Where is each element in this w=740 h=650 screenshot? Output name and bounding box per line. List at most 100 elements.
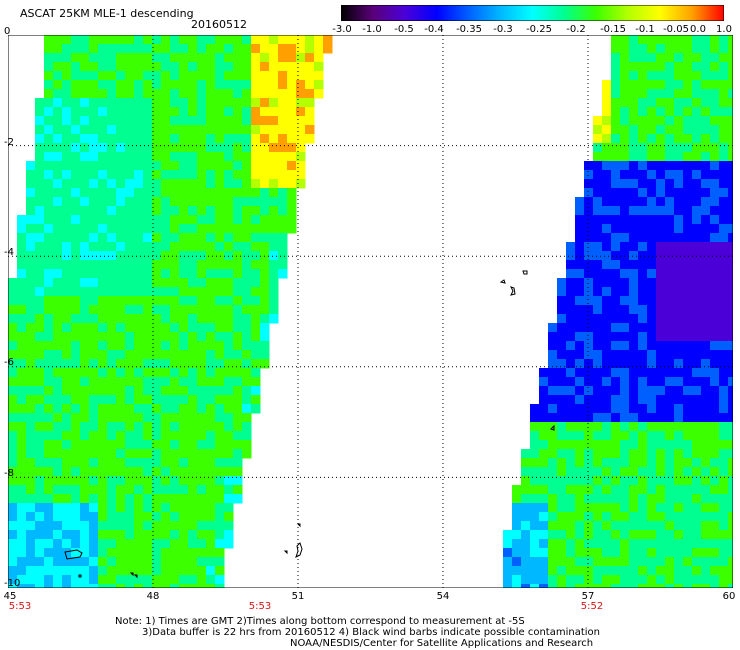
swath-cell [728, 197, 733, 207]
swath-cell [179, 134, 189, 144]
swath-cell [620, 494, 630, 504]
swath-cell [188, 260, 198, 270]
swath-cell [278, 251, 288, 261]
swath-cell [665, 89, 675, 99]
swath-cell [674, 449, 684, 459]
swath-cell [161, 152, 171, 162]
swath-cell [683, 134, 693, 144]
swath-cell [656, 305, 666, 315]
swath-cell [575, 476, 585, 486]
swath-cell [62, 449, 72, 459]
swath-cell [314, 89, 324, 99]
swath-cell [584, 449, 594, 459]
swath-cell [557, 584, 567, 588]
swath-cell [98, 377, 108, 387]
swath-cell [629, 575, 639, 585]
swath-cell [539, 422, 549, 432]
swath-cell [215, 494, 225, 504]
swath-cell [674, 467, 684, 477]
swath-cell [80, 323, 90, 333]
swath-cell [305, 35, 315, 45]
swath-cell [224, 413, 234, 423]
swath-cell [197, 242, 207, 252]
swath-cell [179, 557, 189, 567]
swath-cell [548, 377, 558, 387]
swath-cell [134, 440, 144, 450]
swath-cell [26, 512, 36, 522]
swath-cell [530, 566, 540, 576]
swath-cell [152, 305, 162, 315]
swath-cell [710, 80, 720, 90]
swath-cell [143, 350, 153, 360]
swath-cell [224, 422, 234, 432]
swath-cell [188, 35, 198, 45]
swath-cell [602, 197, 612, 207]
swath-cell [260, 44, 270, 54]
swath-cell [665, 143, 675, 153]
swath-cell [683, 566, 693, 576]
swath-cell [719, 323, 729, 333]
swath-cell [89, 404, 99, 414]
swath-cell [656, 548, 666, 558]
swath-cell [719, 62, 729, 72]
swath-cell [89, 269, 99, 279]
swath-cell [683, 143, 693, 153]
swath-cell [17, 278, 27, 288]
swath-cell [107, 476, 117, 486]
swath-cell [98, 449, 108, 459]
swath-cell [575, 287, 585, 297]
swath-cell [278, 80, 288, 90]
swath-cell [269, 143, 279, 153]
swath-cell [98, 476, 108, 486]
swath-cell [557, 341, 567, 351]
swath-cell [233, 350, 243, 360]
swath-cell [89, 575, 99, 585]
swath-cell [647, 197, 657, 207]
swath-cell [17, 314, 27, 324]
swath-cell [629, 188, 639, 198]
swath-cell [26, 548, 36, 558]
swath-cell [719, 80, 729, 90]
swath-cell [557, 287, 567, 297]
swath-cell [44, 143, 54, 153]
grid-lines [8, 35, 733, 588]
swath-cell [17, 413, 27, 423]
swath-cell [98, 107, 108, 117]
swath-cell [557, 323, 567, 333]
swath-cell [728, 449, 733, 459]
swath-cell [197, 314, 207, 324]
swath-cell [143, 35, 153, 45]
swath-cell [107, 350, 117, 360]
swath-cell [143, 152, 153, 162]
swath-cell [710, 575, 720, 585]
swath-cell [674, 260, 684, 270]
swath-cell [530, 449, 540, 459]
swath-cell [719, 350, 729, 360]
swath-cell [89, 188, 99, 198]
swath-cell [656, 260, 666, 270]
swath-cell [287, 134, 297, 144]
swath-cell [638, 287, 648, 297]
swath-cell [35, 530, 45, 540]
swath-cell [116, 314, 126, 324]
swath-cell [656, 98, 666, 108]
swath-cell [233, 224, 243, 234]
swath-cell [71, 80, 81, 90]
swath-cell [71, 107, 81, 117]
swath-cell [611, 260, 621, 270]
swath-cell [260, 143, 270, 153]
swath-cell [701, 485, 711, 495]
swath-cell [161, 71, 171, 81]
swath-cell [638, 71, 648, 81]
swath-cell [719, 503, 729, 513]
swath-cell [593, 332, 603, 342]
swath-cell [620, 62, 630, 72]
swath-cell [278, 107, 288, 117]
swath-cell [89, 107, 99, 117]
swath-cell [728, 296, 733, 306]
swath-cell [638, 152, 648, 162]
swath-cell [35, 512, 45, 522]
swath-cell [170, 332, 180, 342]
swath-cell [710, 161, 720, 171]
swath-cell [89, 80, 99, 90]
